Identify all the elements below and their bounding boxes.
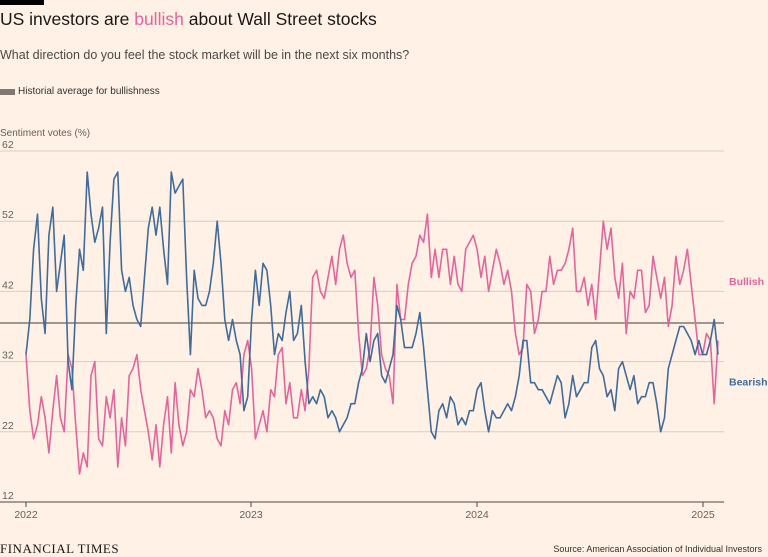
legend: Historial average for bullishness [0, 86, 160, 97]
y-tick-label-32: 32 [2, 350, 14, 362]
y-tick-label-52: 52 [2, 209, 14, 221]
title-highlight: bullish [134, 9, 184, 29]
series-line-bullish [25, 213, 719, 475]
ft-brand-logo: FINANCIAL TIMES [0, 541, 120, 556]
chart-title: US investors are bullish about Wall Stre… [0, 9, 377, 30]
y-tick-label-62: 62 [2, 139, 14, 151]
legend-label-average: Historial average for bullishness [18, 86, 160, 97]
y-axis-title: Sentiment votes (%) [0, 128, 91, 139]
title-part-1: US investors are [0, 9, 135, 29]
x-tick-label-2022: 2022 [14, 509, 38, 521]
x-tick-label-2025: 2025 [691, 509, 715, 521]
legend-swatch-average [0, 88, 15, 95]
y-tick-label-12: 12 [2, 490, 14, 502]
end-label-bearish: Bearish [729, 376, 768, 388]
end-label-bullish: Bullish [729, 276, 764, 288]
series-line-bearish [25, 171, 719, 440]
x-tick-label-2023: 2023 [239, 509, 263, 521]
y-tick-label-22: 22 [2, 420, 14, 432]
chart-subtitle: What direction do you feel the stock mar… [0, 48, 410, 62]
source-note: Source: American Association of Individu… [553, 544, 762, 554]
top-accent-bar [0, 0, 44, 5]
y-tick-label-42: 42 [2, 279, 14, 291]
x-tick-label-2024: 2024 [465, 509, 489, 521]
title-part-2: about Wall Street stocks [183, 9, 377, 29]
